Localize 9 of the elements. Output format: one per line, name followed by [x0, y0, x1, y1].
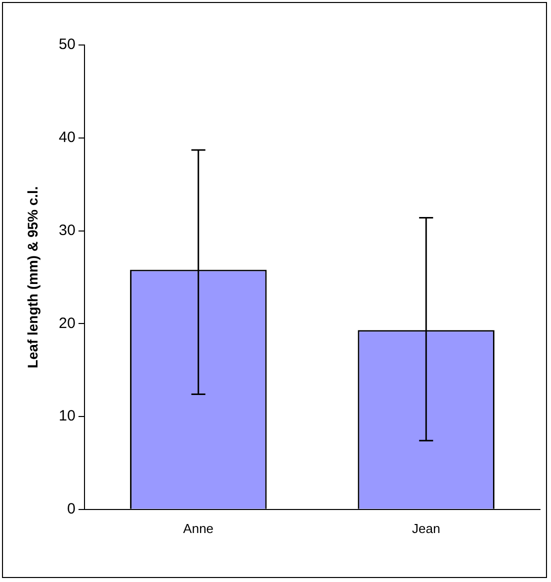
x-tick-label: Anne [183, 520, 214, 536]
y-tick-label: 20 [58, 314, 76, 332]
y-tick-label: 0 [67, 500, 76, 518]
x-tick-label: Jean [412, 520, 440, 536]
y-tick-label: 50 [58, 36, 76, 54]
y-tick-label: 10 [58, 408, 76, 425]
y-tick-label: 40 [58, 129, 76, 146]
y-axis-title: Leaf length (mm) & 95% c.l. [24, 186, 40, 368]
y-tick-label: 30 [58, 222, 76, 239]
